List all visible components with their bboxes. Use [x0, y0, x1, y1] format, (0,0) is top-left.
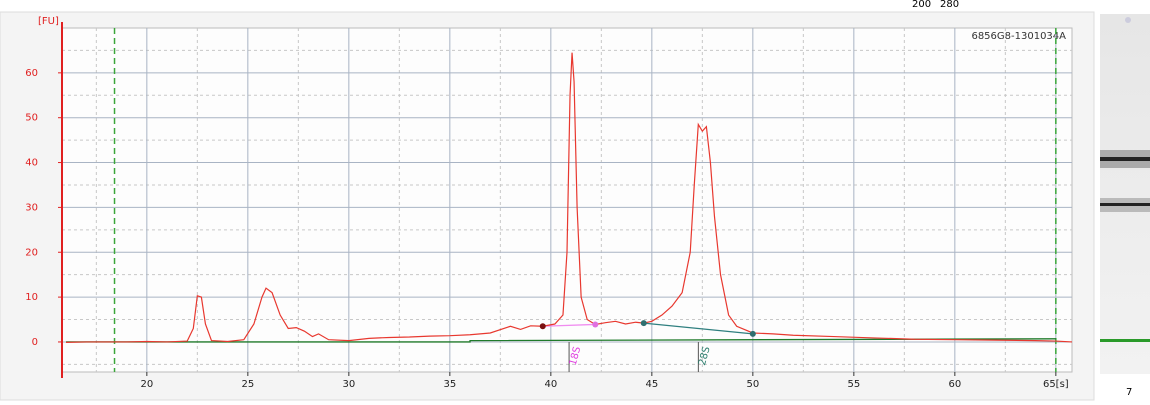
y-tick-label: 30: [25, 202, 38, 213]
gel-band: [1100, 157, 1150, 161]
y-tick-label: 60: [25, 68, 38, 79]
y-tick-label: 40: [25, 158, 38, 169]
header-label: 200: [912, 0, 931, 10]
peak-marker: [539, 323, 546, 330]
header-label: 280: [940, 0, 959, 10]
peak-marker: [640, 320, 647, 327]
x-tick-label: 65[s]: [1043, 379, 1069, 390]
gel-lane: [1100, 14, 1150, 374]
peak-marker: [592, 321, 599, 328]
baseline: [542, 323, 596, 327]
y-axis-label: [FU]: [38, 16, 59, 27]
x-tick-label: 30: [342, 379, 355, 390]
x-tick-label: 20: [140, 379, 153, 390]
annotation: 28S: [697, 345, 713, 366]
baseline: [643, 322, 753, 335]
trace: [66, 52, 1073, 343]
peak-marker: [749, 330, 756, 337]
y-tick-label: 0: [32, 337, 38, 348]
gel-band: [1100, 203, 1150, 206]
baseline: [66, 338, 1056, 343]
x-tick-label: 55: [847, 379, 860, 390]
x-tick-label: 60: [948, 379, 961, 390]
y-tick-label: 20: [25, 247, 38, 258]
x-tick-label: 50: [746, 379, 759, 390]
y-tick-label: 50: [25, 113, 38, 124]
chart-title: 6856G8-1301034A: [971, 31, 1066, 42]
gel-marker-band: [1100, 339, 1150, 342]
y-tick-label: 10: [25, 292, 38, 303]
gel-dot: [1125, 17, 1131, 23]
x-tick-label: 25: [241, 379, 254, 390]
x-tick-label: 40: [544, 379, 557, 390]
x-tick-label: 35: [443, 379, 456, 390]
lane-label: 7: [1126, 387, 1132, 398]
x-tick-label: 45: [645, 379, 658, 390]
plot-area: [61, 27, 1073, 373]
annotation: 18S: [568, 345, 584, 366]
